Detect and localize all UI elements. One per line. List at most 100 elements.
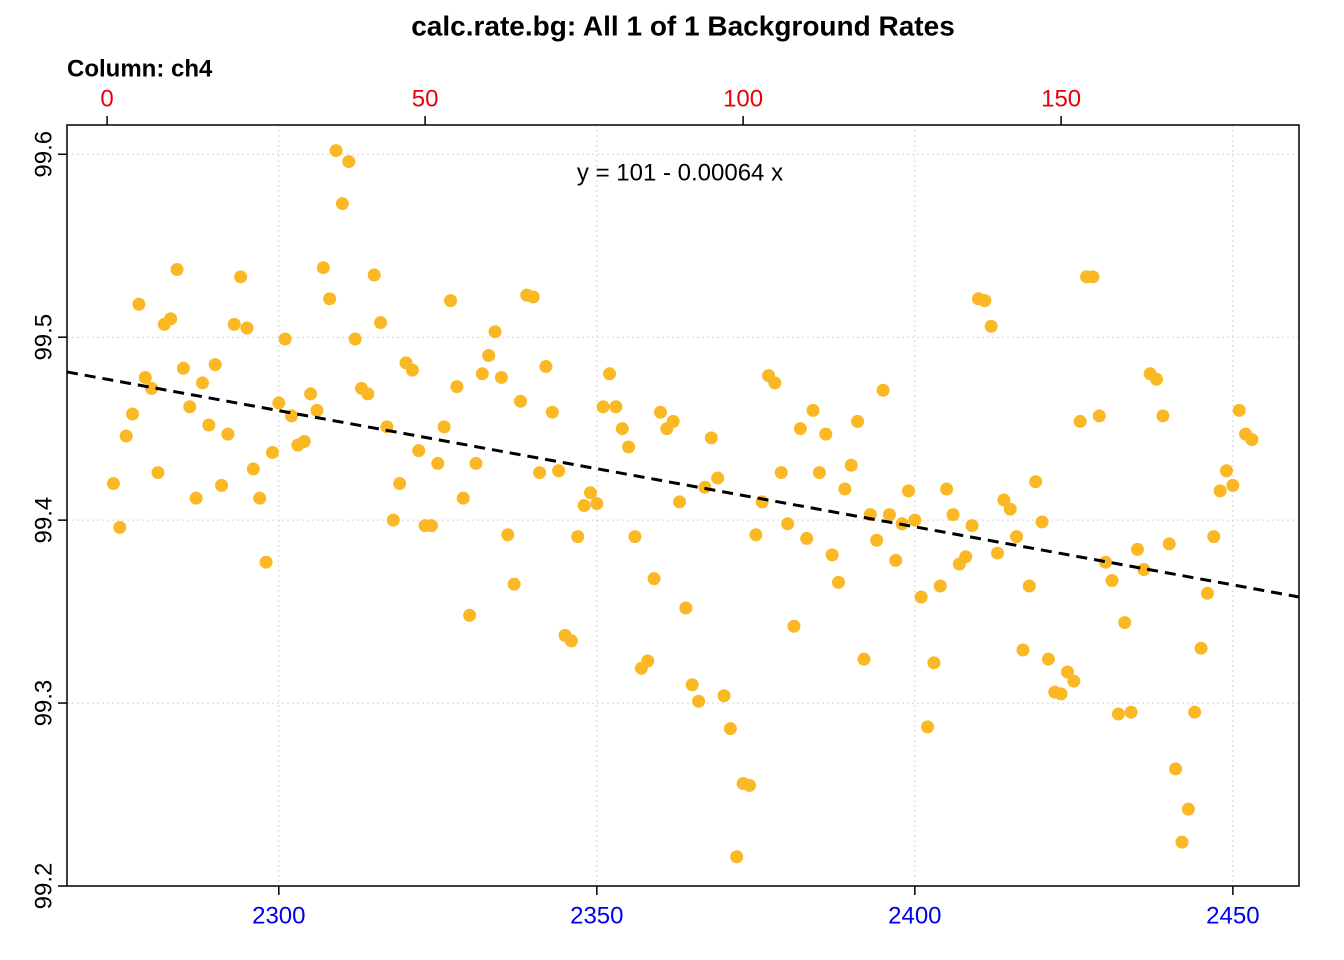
data-point: [1029, 475, 1043, 489]
data-point: [507, 577, 521, 591]
data-point: [1207, 530, 1221, 544]
data-point: [119, 429, 133, 443]
data-point: [316, 261, 330, 275]
data-point: [603, 367, 617, 381]
data-point: [1003, 502, 1017, 516]
data-point: [208, 358, 222, 372]
data-point: [1067, 674, 1081, 688]
data-point: [1105, 574, 1119, 588]
data-point: [545, 405, 559, 419]
data-point: [526, 290, 540, 304]
data-point: [774, 466, 788, 480]
y-tick-label: 99.4: [30, 497, 57, 544]
data-point: [539, 359, 553, 373]
data-point: [145, 381, 159, 395]
x2-tick-label: 50: [412, 85, 439, 112]
x-tick-label: 2400: [888, 902, 941, 929]
chart-subtitle: Column: ch4: [67, 55, 213, 82]
data-point: [889, 553, 903, 567]
data-point: [1111, 707, 1125, 721]
data-point: [183, 400, 197, 414]
data-point: [189, 491, 203, 505]
data-point: [819, 427, 833, 441]
data-point: [723, 722, 737, 736]
data-point: [838, 482, 852, 496]
data-point: [870, 533, 884, 547]
data-point: [1010, 530, 1024, 544]
data-point: [297, 434, 311, 448]
data-point: [1181, 802, 1195, 816]
y-tick-label: 99.3: [30, 680, 57, 727]
x-tick-label: 2300: [252, 902, 305, 929]
data-point: [857, 652, 871, 666]
fit-line: [66, 370, 1300, 599]
data-point: [787, 619, 801, 633]
data-point: [335, 197, 349, 211]
data-point: [609, 400, 623, 414]
y-tick-label: 99.5: [30, 314, 57, 361]
data-point: [793, 422, 807, 436]
chart-title: calc.rate.bg: All 1 of 1 Background Rate…: [411, 10, 955, 41]
data-point: [876, 383, 890, 397]
data-point: [265, 445, 279, 459]
data-point: [348, 332, 362, 346]
data-point: [1194, 641, 1208, 655]
data-point: [679, 601, 693, 615]
data-point: [494, 370, 508, 384]
data-point: [1041, 652, 1055, 666]
data-point: [1099, 555, 1113, 569]
data-point: [138, 370, 152, 384]
data-point: [781, 517, 795, 531]
data-point: [965, 519, 979, 533]
y-tick-label: 99.2: [30, 863, 57, 910]
data-point: [742, 778, 756, 792]
data-point: [412, 444, 426, 458]
plot-frame: [66, 124, 1300, 887]
data-point: [921, 720, 935, 734]
data-point: [1060, 665, 1074, 679]
data-point: [1213, 484, 1227, 498]
data-point: [812, 466, 826, 480]
data-point: [227, 317, 241, 331]
data-point: [711, 471, 725, 485]
data-point: [673, 495, 687, 509]
data-point: [386, 513, 400, 527]
data-point: [1073, 414, 1087, 428]
data-point: [991, 546, 1005, 560]
data-point: [704, 431, 718, 445]
data-point: [444, 294, 458, 308]
y-tick-label: 99.6: [30, 131, 57, 178]
data-point: [755, 495, 769, 509]
data-point: [730, 850, 744, 864]
data-point: [1035, 515, 1049, 529]
data-point: [984, 319, 998, 333]
x-tick-label: 2350: [570, 902, 623, 929]
data-point: [323, 292, 337, 306]
data-point: [717, 689, 731, 703]
x2-tick-label: 150: [1041, 85, 1081, 112]
data-point: [666, 414, 680, 428]
data-point: [615, 422, 629, 436]
data-point: [215, 478, 229, 492]
data-point: [195, 376, 209, 390]
data-point: [329, 144, 343, 158]
data-point: [908, 513, 922, 527]
data-point: [361, 387, 375, 401]
data-point: [234, 270, 248, 284]
data-point: [590, 497, 604, 511]
data-point: [488, 325, 502, 339]
data-point: [259, 555, 273, 569]
data-point: [1150, 372, 1164, 386]
data-point: [1022, 579, 1036, 593]
data-point: [749, 528, 763, 542]
data-point: [456, 491, 470, 505]
data-point: [424, 519, 438, 533]
data-point: [940, 482, 954, 496]
data-point: [367, 268, 381, 282]
data-point: [806, 403, 820, 417]
data-point: [914, 590, 928, 604]
data-point: [405, 363, 419, 377]
data-point: [170, 263, 184, 277]
data-point: [800, 531, 814, 545]
data-point: [1130, 542, 1144, 556]
